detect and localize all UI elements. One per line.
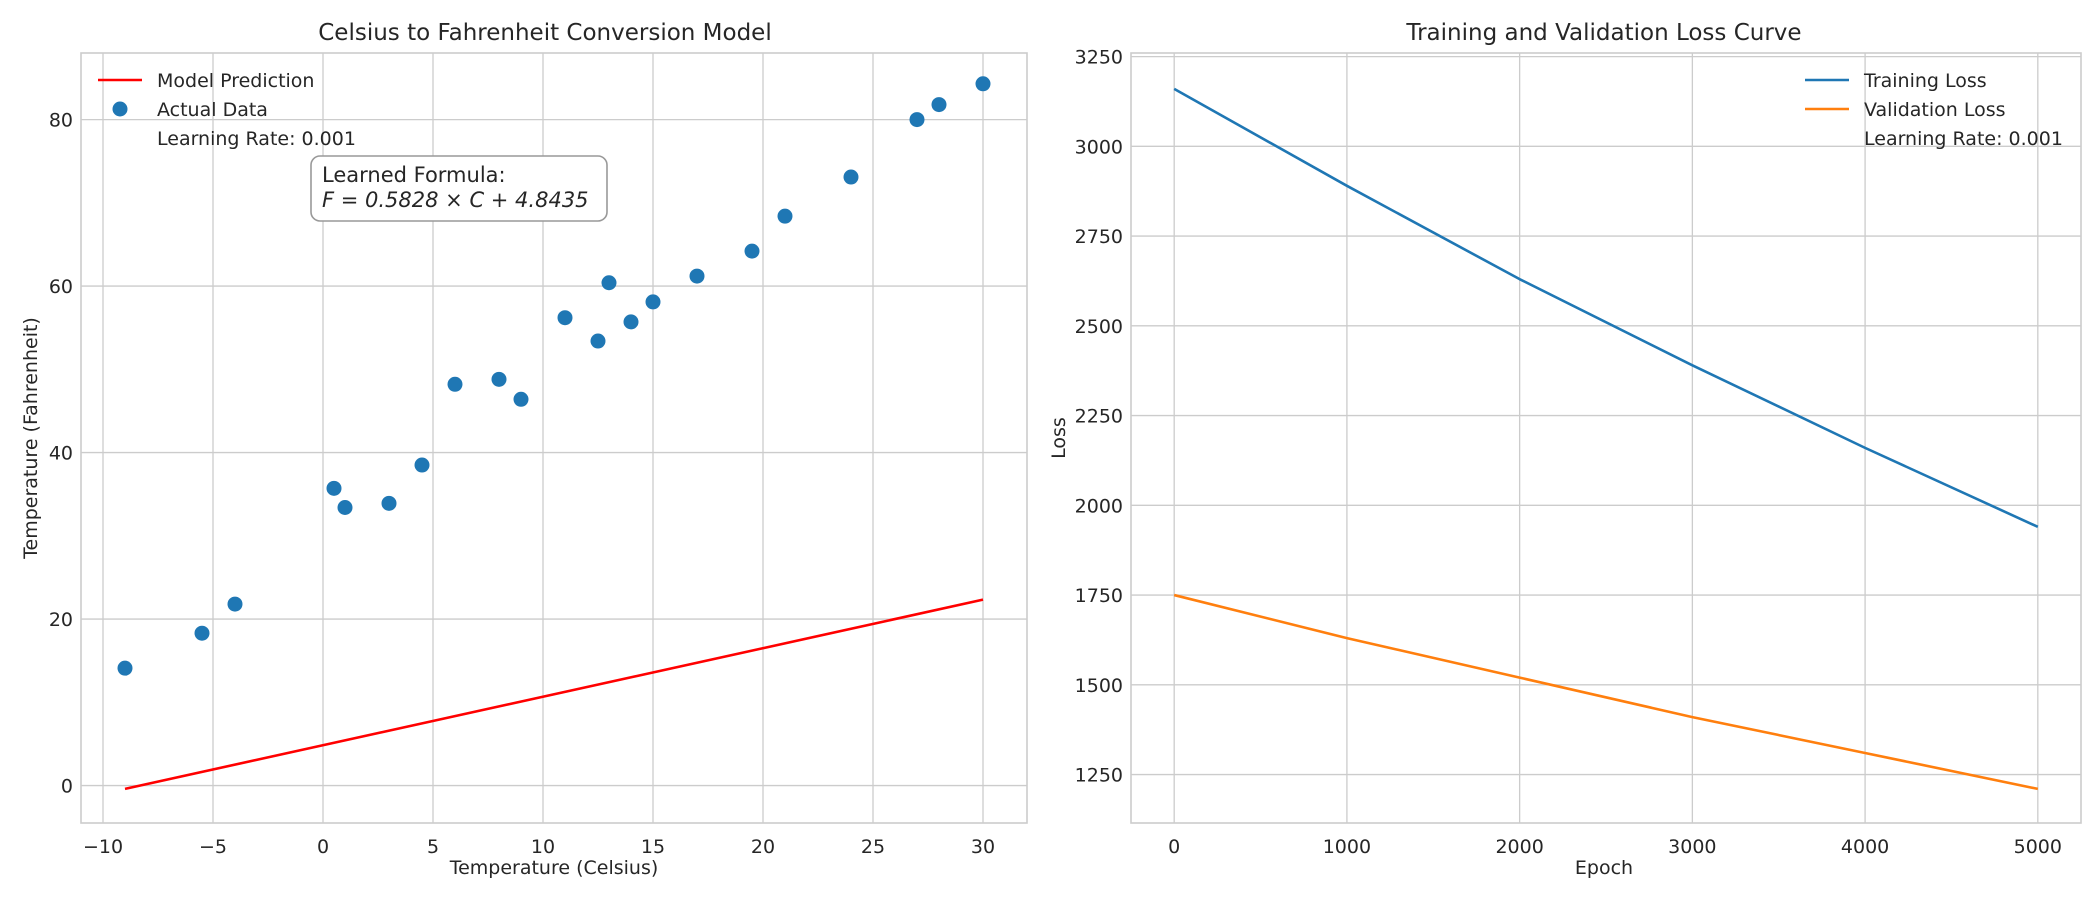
legend-validation-loss-label: Validation Loss xyxy=(1864,99,2006,121)
c2-y-tick-label: 2250 xyxy=(1075,406,1123,428)
c2-y-tick-label: 1750 xyxy=(1075,585,1123,607)
data-point-actual-data xyxy=(117,660,133,676)
data-point-actual-data xyxy=(194,625,210,641)
data-point-actual-data xyxy=(337,500,353,516)
data-point-actual-data xyxy=(744,243,760,259)
data-point-actual-data xyxy=(326,480,342,496)
series-model-prediction-line xyxy=(124,598,984,791)
c2-x-tick-label: 4000 xyxy=(1841,836,1889,858)
c1-y-tick-label: 40 xyxy=(49,443,73,465)
chart1-data xyxy=(117,76,991,791)
c1-x-tick-label: −5 xyxy=(199,836,227,858)
data-point-actual-data xyxy=(381,495,397,511)
chart1-title: Celsius to Fahrenheit Conversion Model xyxy=(318,20,771,46)
series-validation-loss-line xyxy=(1173,593,2039,791)
c2-y-tick-label: 3000 xyxy=(1075,136,1123,158)
c2-x-tick-label: 0 xyxy=(1168,836,1180,858)
chart2-grid xyxy=(1131,53,2081,823)
chart2-data xyxy=(1173,87,2039,791)
data-point-actual-data xyxy=(777,208,793,224)
chart2-y-ticks: 1250 1500 1750 2000 2250 2500 2750 3000 3250 xyxy=(1075,47,1123,787)
c1-y-tick-label: 0 xyxy=(61,776,73,798)
data-point-actual-data xyxy=(447,376,463,392)
data-point-actual-data xyxy=(227,596,243,612)
formula-box xyxy=(310,155,608,222)
conversion-chart: Celsius to Fahrenheit Conversion Model −… xyxy=(20,20,1028,879)
chart2-frame xyxy=(1130,52,2082,824)
legend-learning-rate-label: Learning Rate: 0.001 xyxy=(1864,128,2063,150)
loss-chart: Training and Validation Loss Curve 0 1000… xyxy=(1048,20,2082,879)
data-point-actual-data xyxy=(623,314,639,330)
chart2-title: Training and Validation Loss Curve xyxy=(1405,20,1801,46)
chart1-x-ticks: −10 −5 0 5 10 15 20 25 30 xyxy=(83,836,995,858)
c2-x-tick-label: 2000 xyxy=(1495,836,1543,858)
c2-y-tick-label: 3250 xyxy=(1075,47,1123,69)
c1-x-tick-label: 15 xyxy=(641,836,665,858)
c2-x-tick-label: 5000 xyxy=(2014,836,2062,858)
data-point-actual-data xyxy=(590,333,606,349)
chart1-legend: Model Prediction Actual Data Learning Ra… xyxy=(98,70,356,150)
c1-y-tick-label: 20 xyxy=(49,609,73,631)
data-point-actual-data xyxy=(414,457,430,473)
legend-model-prediction-label: Model Prediction xyxy=(157,70,314,92)
data-point-actual-data xyxy=(557,310,573,326)
chart1-frame xyxy=(80,52,1028,824)
chart1-y-label: Temperature (Fahrenheit) xyxy=(20,317,42,560)
chart2-x-label: Epoch xyxy=(1575,857,1633,879)
data-point-actual-data xyxy=(909,112,925,128)
chart1-grid xyxy=(81,53,1027,823)
c2-y-tick-label: 1500 xyxy=(1075,675,1123,697)
legend-actual-data-swatch xyxy=(112,101,128,117)
series-training-loss-line xyxy=(1173,87,2039,529)
c1-x-tick-label: 20 xyxy=(751,836,775,858)
c2-x-tick-label: 3000 xyxy=(1668,836,1716,858)
c1-x-tick-label: 25 xyxy=(861,836,885,858)
chart2-legend: Training Loss Validation Loss Learning R… xyxy=(1805,70,2063,150)
c1-y-tick-label: 80 xyxy=(49,110,73,132)
chart2-y-label: Loss xyxy=(1048,417,1070,459)
c1-x-tick-label: 10 xyxy=(531,836,555,858)
data-point-actual-data xyxy=(843,169,859,185)
c1-x-tick-label: 5 xyxy=(427,836,439,858)
c1-x-tick-label: 0 xyxy=(317,836,329,858)
legend-learning-rate-label: Learning Rate: 0.001 xyxy=(157,128,356,150)
data-point-actual-data xyxy=(513,391,529,407)
c1-y-tick-label: 60 xyxy=(49,276,73,298)
legend-training-loss-label: Training Loss xyxy=(1863,70,1987,92)
c2-y-tick-label: 2000 xyxy=(1075,495,1123,517)
formula-annotation: Learned Formula: F = 0.5828 × C + 4.8435 xyxy=(310,155,608,222)
chart2-x-ticks: 0 1000 2000 3000 4000 5000 xyxy=(1168,836,2062,858)
c2-y-tick-label: 1250 xyxy=(1075,765,1123,787)
data-point-actual-data xyxy=(601,275,617,291)
data-point-actual-data xyxy=(975,76,991,92)
data-point-actual-data xyxy=(645,294,661,310)
c1-x-tick-label: −10 xyxy=(83,836,123,858)
c2-x-tick-label: 1000 xyxy=(1323,836,1371,858)
chart1-y-ticks: 0 20 40 60 80 xyxy=(49,110,73,798)
chart1-x-label: Temperature (Celsius) xyxy=(449,857,659,879)
formula-line2: F = 0.5828 × C + 4.8435 xyxy=(322,188,589,212)
data-point-actual-data xyxy=(689,268,705,284)
data-point-actual-data xyxy=(491,371,507,387)
c2-y-tick-label: 2500 xyxy=(1075,316,1123,338)
c2-y-tick-label: 2750 xyxy=(1075,226,1123,248)
c1-x-tick-label: 30 xyxy=(971,836,995,858)
legend-actual-data-label: Actual Data xyxy=(157,99,268,121)
formula-line1: Learned Formula: xyxy=(322,163,506,187)
data-point-actual-data xyxy=(931,97,947,113)
